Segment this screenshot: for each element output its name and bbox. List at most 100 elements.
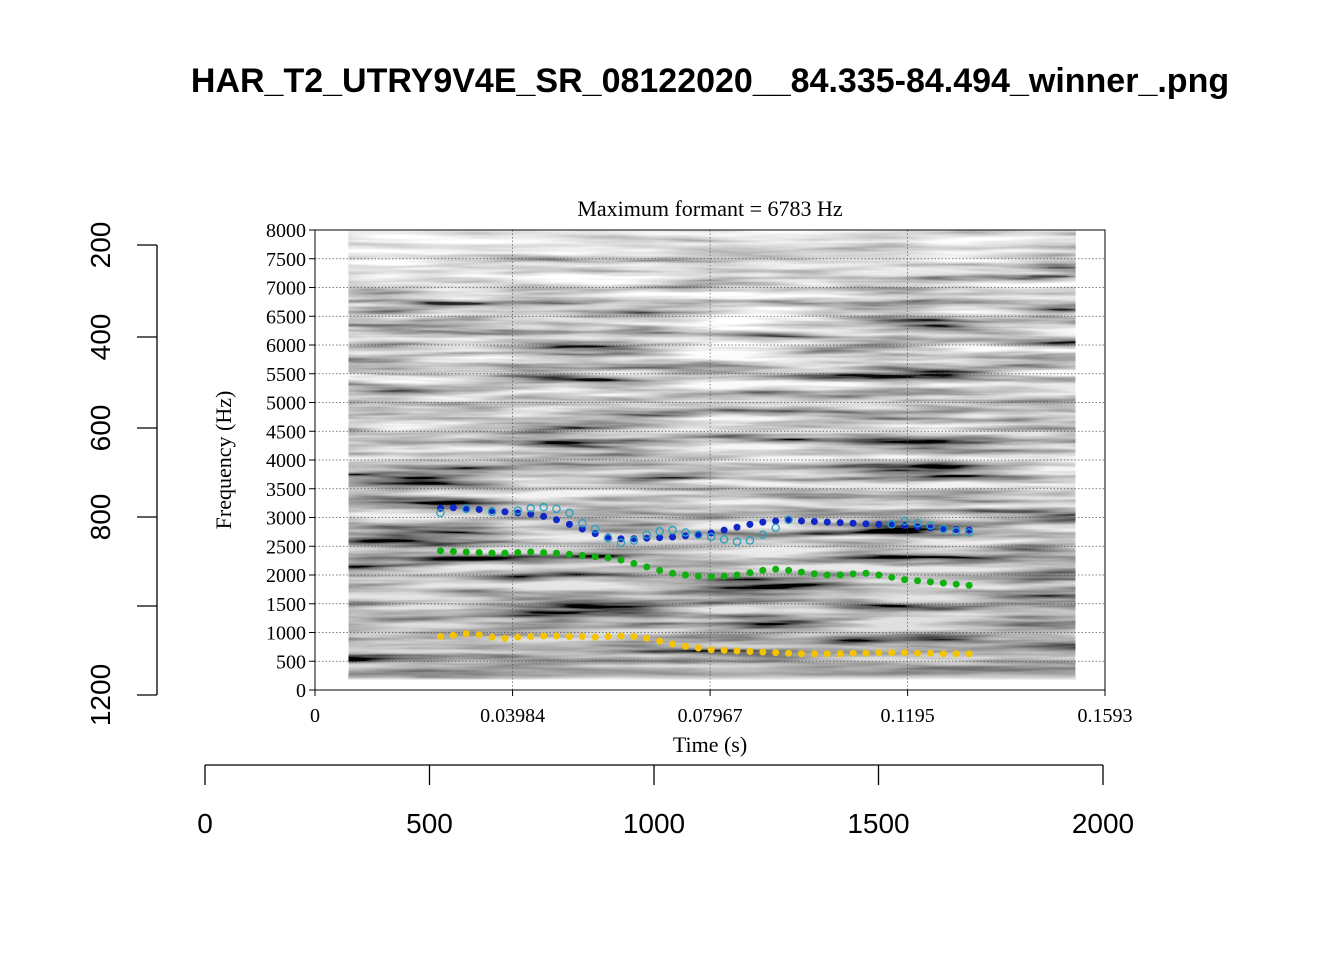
y-tick-label: 1500: [266, 594, 306, 616]
formant-point: [797, 568, 805, 576]
formant-point: [823, 571, 831, 579]
formant-point: [785, 566, 793, 574]
formant-point: [771, 523, 780, 533]
formant-point: [746, 520, 754, 528]
formant-point: [720, 572, 728, 580]
formant-point: [501, 634, 509, 642]
formant-point: [733, 523, 741, 531]
formant-point: [629, 536, 639, 545]
formant-point: [759, 648, 767, 656]
formant-point: [590, 524, 600, 534]
page-title: HAR_T2_UTRY9V4E_SR_08122020__84.335-84.4…: [191, 62, 1229, 100]
formant-point: [719, 535, 729, 544]
formant-point: [759, 566, 767, 574]
formant-point: [487, 507, 497, 516]
formant-point: [643, 563, 651, 571]
y-tick-label: 5000: [266, 393, 306, 415]
formant-point: [810, 650, 818, 658]
x-axis-label: Time (s): [673, 732, 747, 757]
spectrogram-shading: [348, 230, 1076, 680]
outer-bottom-tick-label: 1000: [623, 808, 685, 839]
formant-point: [488, 633, 496, 641]
formant-point: [707, 573, 715, 581]
formant-point: [514, 633, 522, 641]
y-tick-label: 2500: [266, 536, 306, 558]
formant-point: [707, 646, 715, 654]
formant-point: [849, 570, 857, 578]
formant-point: [475, 549, 483, 557]
formant-point: [616, 538, 626, 548]
formant-point: [449, 504, 457, 512]
formant-point: [887, 520, 897, 529]
y-axis: 0 500 1000 1500 2000 2500 3000 3500 4000 4500 5000…: [266, 220, 315, 702]
formant-point: [436, 547, 444, 555]
formant-point: [952, 650, 960, 658]
formant-point: [553, 516, 561, 524]
formant-point: [939, 579, 947, 587]
formant-point: [540, 549, 548, 557]
formant-point: [669, 569, 677, 577]
formant-point: [617, 632, 625, 640]
formant-point: [745, 536, 755, 545]
formant-point: [694, 644, 702, 652]
formant-point: [643, 634, 651, 642]
y-tick-label: 5500: [266, 364, 306, 386]
formant-point: [681, 571, 689, 579]
formant-point: [604, 554, 612, 562]
formant-point: [926, 578, 934, 586]
formant-point: [926, 521, 935, 530]
outer-bottom-tick-label: 2000: [1072, 808, 1134, 839]
formant-point: [565, 550, 573, 558]
formant-point: [862, 520, 870, 528]
grid-lines: [315, 230, 1105, 690]
formant-point: [513, 506, 523, 515]
formant-point: [810, 570, 818, 578]
formant-point: [449, 547, 457, 555]
formant-point: [630, 559, 638, 567]
formant-point: [655, 527, 664, 536]
formant-point: [849, 519, 857, 527]
formant-point: [617, 556, 625, 564]
y-tick-label: 6000: [266, 335, 306, 357]
formant-point: [603, 533, 613, 543]
formant-point: [578, 519, 587, 528]
formant-point: [759, 518, 767, 526]
y-tick-label: 2000: [266, 565, 306, 587]
formant-point: [578, 551, 586, 559]
formant-point: [758, 530, 768, 540]
formant-point: [669, 640, 677, 648]
formant-point: [720, 526, 728, 534]
formant-point: [914, 649, 922, 657]
series-f3-alt: [436, 502, 974, 548]
formant-point: [565, 508, 574, 518]
formant-point: [772, 517, 780, 525]
formant-point: [475, 505, 483, 513]
formant-point: [862, 649, 870, 657]
formant-point: [552, 504, 561, 514]
outer-left-tick-label: 1200: [85, 664, 116, 726]
formant-point: [694, 530, 703, 540]
formant-point: [733, 647, 741, 655]
formant-point: [810, 518, 818, 526]
formant-point: [514, 549, 522, 557]
formant-point: [732, 537, 742, 546]
formant-point: [449, 631, 457, 639]
formant-point: [436, 508, 445, 518]
formant-point: [733, 571, 741, 579]
y-tick-label: 4000: [266, 450, 306, 472]
formant-point: [836, 519, 844, 527]
outer-left-tick-label: 400: [85, 314, 116, 361]
formant-point: [836, 650, 844, 658]
formant-point: [539, 502, 548, 512]
y-tick-label: 500: [276, 651, 306, 673]
formant-point: [797, 517, 805, 525]
y-tick-label: 7500: [266, 249, 306, 271]
formant-point: [656, 637, 664, 645]
formant-point: [784, 515, 793, 525]
series-f2: [436, 547, 973, 589]
formant-point: [436, 633, 444, 641]
formant-point: [797, 650, 805, 658]
formant-point: [565, 633, 573, 641]
formant-point: [823, 650, 831, 658]
